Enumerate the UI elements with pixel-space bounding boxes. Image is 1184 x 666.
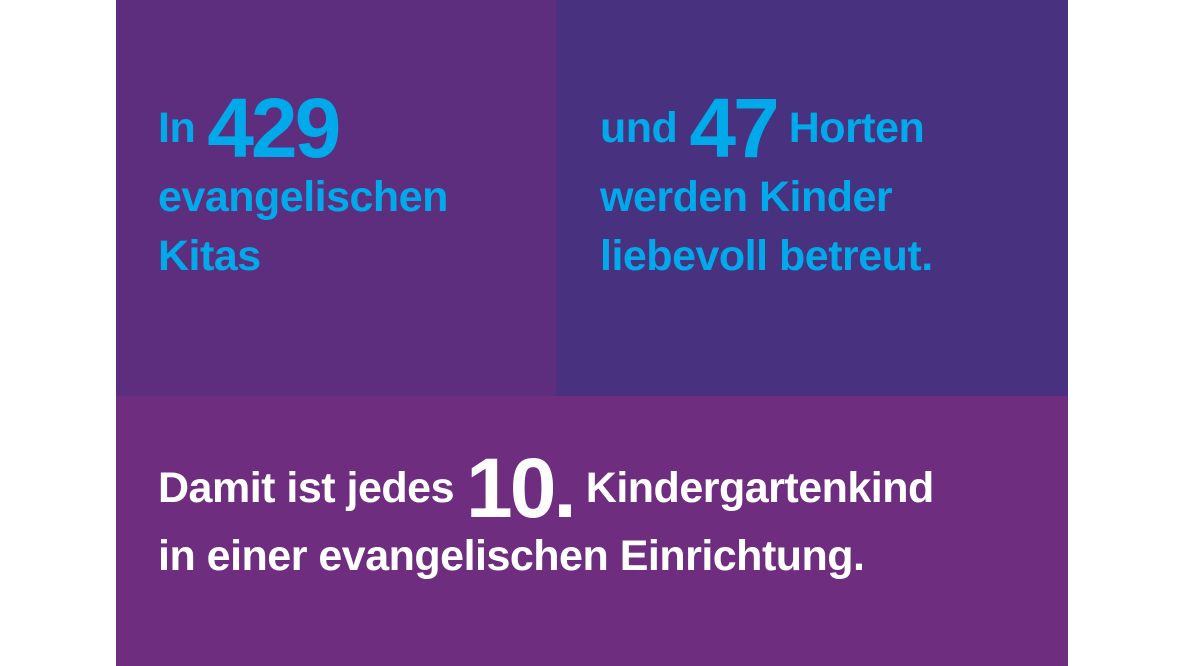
kitas-line-3: Kitas bbox=[158, 232, 261, 280]
horte-line-2: werden Kinder bbox=[600, 173, 893, 221]
horte-statement: und 47 Horten werden Kinder liebevoll be… bbox=[600, 86, 933, 286]
horte-line-1: und 47 Horten bbox=[600, 86, 933, 170]
kitas-count: 429 bbox=[207, 81, 341, 175]
kitas-statement: In 429 evangelischen Kitas bbox=[158, 86, 448, 286]
panel-kitas: In 429 evangelischen Kitas bbox=[116, 0, 556, 396]
horte-count: 47 bbox=[689, 81, 779, 175]
panel-share: Damit ist jedes 10. Kindergartenkind in … bbox=[116, 396, 1068, 666]
share-suffix: Kindergartenkind bbox=[585, 464, 935, 512]
horte-line-3: liebevoll betreut. bbox=[600, 232, 933, 280]
horte-suffix: Horten bbox=[788, 104, 925, 152]
kitas-prefix: In bbox=[158, 104, 196, 152]
kitas-line-1: In 429 bbox=[158, 86, 448, 170]
share-statement: Damit ist jedes 10. Kindergartenkind in … bbox=[158, 446, 934, 585]
panel-horte: und 47 Horten werden Kinder liebevoll be… bbox=[556, 0, 1068, 396]
share-rank: 10. bbox=[466, 441, 577, 535]
share-prefix: Damit ist jedes bbox=[158, 464, 455, 512]
share-line-2: in einer evangelischen Einrichtung. bbox=[158, 532, 865, 580]
infographic: In 429 evangelischen Kitas und 47 Horten… bbox=[116, 0, 1068, 666]
kitas-line-2: evangelischen bbox=[158, 173, 448, 221]
share-line-1: Damit ist jedes 10. Kindergartenkind bbox=[158, 446, 934, 530]
horte-prefix: und bbox=[600, 104, 678, 152]
